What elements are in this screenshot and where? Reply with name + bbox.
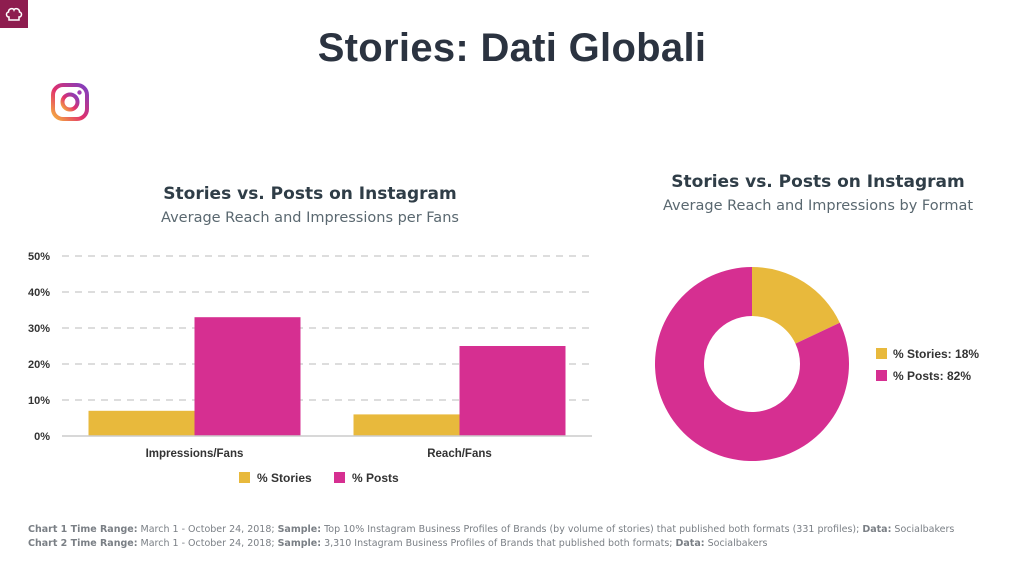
donut-slice-stories <box>752 267 840 344</box>
footnote2-val1: March 1 - October 24, 2018; <box>137 538 278 549</box>
chart2-subtitle: Average Reach and Impressions by Format <box>662 198 974 214</box>
instagram-icon <box>51 83 89 121</box>
footnote1-key2: Sample: <box>277 524 322 535</box>
donut-legend-swatch-stories <box>876 348 887 359</box>
footnote2-key1: Chart 2 Time Range: <box>28 538 138 549</box>
footnote2-key2: Sample: <box>277 538 322 549</box>
footnote1-val2: Top 10% Instagram Business Profiles of B… <box>321 524 863 535</box>
x-tick-label: Reach/Fans <box>427 448 492 460</box>
y-tick-label: 20% <box>28 359 50 371</box>
chef-hat-icon <box>0 0 28 28</box>
donut-legend-label: % Stories: 18% <box>893 347 979 361</box>
legend-swatch-stories <box>239 472 250 483</box>
y-tick-label: 10% <box>28 395 50 407</box>
x-tick-label: Impressions/Fans <box>146 448 244 460</box>
bar-stories <box>353 414 460 436</box>
y-tick-label: 40% <box>28 287 50 299</box>
y-tick-label: 30% <box>28 323 50 335</box>
bar-stories <box>88 410 195 436</box>
y-tick-label: 50% <box>28 251 50 263</box>
chart2-title: Stories vs. Posts on Instagram <box>671 172 965 192</box>
y-tick-label: 0% <box>34 431 50 443</box>
donut-legend-swatch-posts <box>876 370 887 381</box>
legend-label: % Stories <box>257 471 312 485</box>
footnote2-val2: 3,310 Instagram Business Profiles of Bra… <box>321 538 676 549</box>
donut-slice-posts <box>655 267 849 461</box>
bar-posts <box>459 346 566 436</box>
footnote2-val3: Socialbakers <box>704 538 768 549</box>
chart1-subtitle: Average Reach and Impressions per Fans <box>161 210 459 226</box>
legend-label: % Posts <box>352 471 399 485</box>
footnote2-key3: Data: <box>675 538 705 549</box>
footnote1-val3: Socialbakers <box>891 524 955 535</box>
page-title: Stories: Dati Globali <box>317 26 707 70</box>
footnote1-key3: Data: <box>862 524 892 535</box>
footnote-chart1: Chart 1 Time Range: March 1 - October 24… <box>28 524 954 535</box>
chart1-title: Stories vs. Posts on Instagram <box>163 184 457 204</box>
donut-legend-label: % Posts: 82% <box>893 369 971 383</box>
footnote1-key1: Chart 1 Time Range: <box>28 524 138 535</box>
legend-swatch-posts <box>334 472 345 483</box>
footnote-chart2: Chart 2 Time Range: March 1 - October 24… <box>28 538 767 549</box>
bar-posts <box>194 317 301 436</box>
footnote1-val1: March 1 - October 24, 2018; <box>137 524 278 535</box>
